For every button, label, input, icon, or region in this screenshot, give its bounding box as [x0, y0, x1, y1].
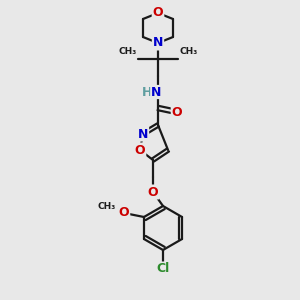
Text: CH₃: CH₃: [119, 47, 137, 56]
Text: O: O: [172, 106, 182, 118]
Text: O: O: [148, 185, 158, 199]
Text: O: O: [153, 7, 163, 20]
Text: N: N: [138, 128, 148, 140]
Text: Cl: Cl: [156, 262, 170, 275]
Text: CH₃: CH₃: [98, 202, 116, 211]
Text: O: O: [135, 143, 145, 157]
Text: N: N: [151, 85, 161, 98]
Text: O: O: [118, 206, 129, 220]
Text: CH₃: CH₃: [179, 47, 197, 56]
Text: H: H: [142, 85, 152, 98]
Text: N: N: [153, 37, 163, 50]
